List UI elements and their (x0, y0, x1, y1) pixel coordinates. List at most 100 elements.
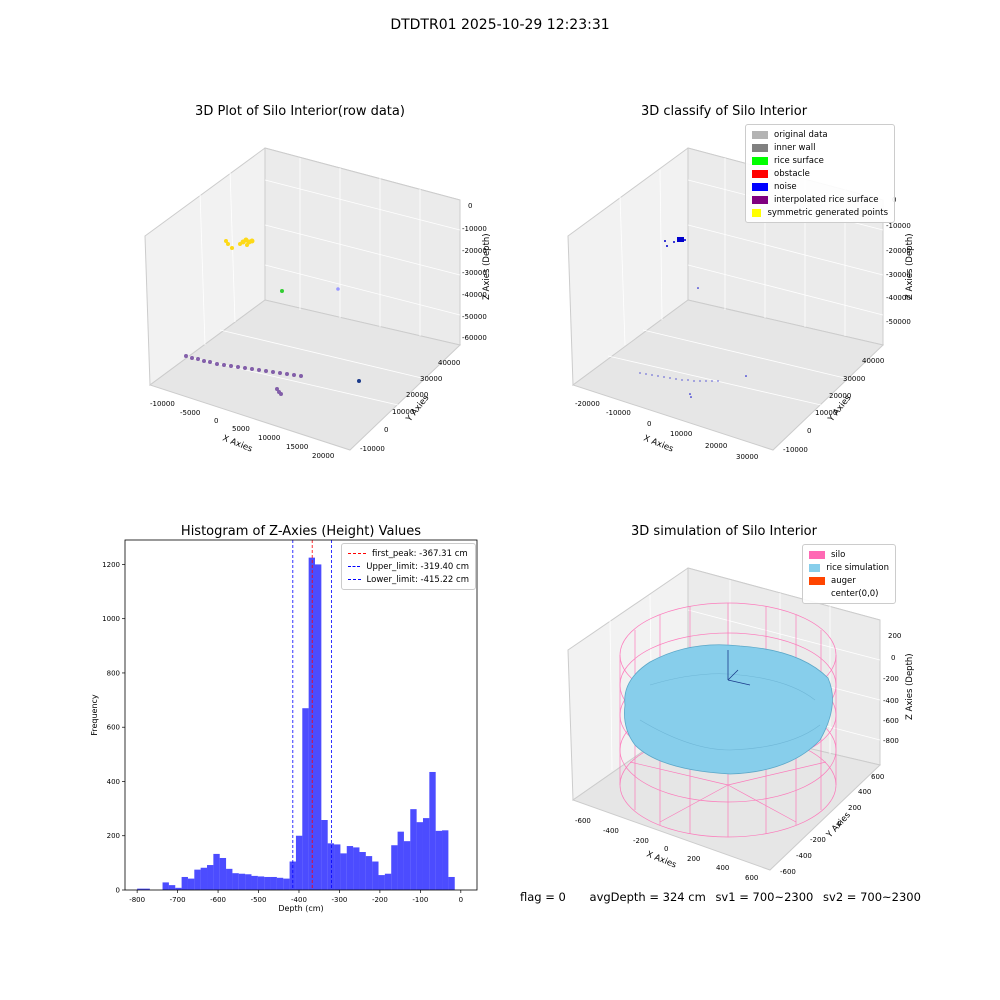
legend-label: noise (774, 181, 797, 192)
legend-label: Lower_limit: -415.22 cm (366, 574, 469, 585)
histogram-bar (384, 873, 392, 890)
legend-line (348, 579, 361, 580)
legend-item: interpolated rice surface (752, 193, 888, 206)
histogram-bar (245, 874, 252, 890)
x-tick-label: -100 (412, 896, 428, 904)
histogram-bar (416, 822, 423, 890)
raw-ytick: 10000 (392, 408, 414, 416)
classify-ztick: -20000 (886, 247, 911, 255)
legend-swatch (752, 208, 762, 217)
raw-points (184, 237, 361, 396)
histogram-bar (162, 882, 169, 890)
histogram-bar (372, 861, 379, 890)
auger-marker (727, 650, 751, 686)
sim-ytick: -200 (810, 836, 826, 844)
histogram-bar (276, 877, 284, 890)
histogram-bar (403, 841, 411, 890)
avg-depth-text: avgDepth = 324 cm (589, 890, 706, 904)
histogram-x-ticks: -800 -700 -600 -500 -400 -300 -200 -100 0 (129, 890, 463, 904)
histogram-bar (251, 875, 258, 890)
legend-label: first_peak: -367.31 cm (372, 548, 468, 559)
histogram-bar (213, 853, 220, 890)
raw-ztick: 0 (468, 202, 472, 210)
legend-label: interpolated rice surface (774, 194, 879, 205)
legend-item: inner wall (752, 141, 888, 154)
classify-points (639, 237, 747, 398)
sv2-text: sv2 = 700~2300 (823, 890, 921, 904)
histogram-bar (219, 857, 227, 890)
x-tick-label: -600 (210, 896, 226, 904)
histogram-bar (391, 845, 398, 890)
raw-axes-box (144, 147, 462, 451)
histogram-bar (175, 887, 182, 890)
histogram-bar (238, 873, 246, 890)
status-footer: flag = 0 avgDepth = 324 cm sv1 = 700~230… (520, 890, 935, 904)
histogram-bars (137, 557, 455, 890)
histogram-y-ticks: 0 200 400 600 800 1000 1200 (102, 561, 125, 895)
histogram-bar (137, 888, 144, 890)
histogram-bar (365, 856, 373, 890)
raw-3d-plot: -10000 -5000 0 5000 10000 15000 20000 -1… (144, 147, 492, 460)
y-tick-label: 400 (107, 778, 120, 786)
histogram-bar (283, 878, 290, 890)
legend-label: original data (774, 129, 828, 140)
flag-text: flag = 0 (520, 890, 566, 904)
legend-swatch (752, 169, 768, 178)
legend-item: rice surface (752, 154, 888, 167)
simulation-plot-title: 3D simulation of Silo Interior (631, 524, 817, 539)
rice-surface (624, 644, 833, 775)
raw-ytick: 40000 (438, 359, 460, 367)
sim-ztick: -400 (883, 697, 899, 705)
y-tick-label: 800 (107, 669, 120, 677)
histogram-bar (232, 873, 239, 890)
sim-xtick: 400 (716, 864, 729, 872)
raw-ztick: -50000 (462, 313, 487, 321)
classify-plot-title: 3D classify of Silo Interior (640, 104, 808, 119)
legend-label: inner wall (774, 142, 816, 153)
classify-xtick: 30000 (736, 453, 758, 461)
legend-label: auger (831, 575, 856, 586)
histogram-annotation-lines (292, 540, 332, 890)
legend-item: center(0,0) (809, 587, 889, 600)
histogram-bar (257, 876, 265, 890)
legend-line (348, 566, 361, 567)
classify-xtick: 0 (647, 420, 651, 428)
classify-ztick: -30000 (886, 271, 911, 279)
classify-3d-plot: -20000 -10000 0 10000 20000 30000 -10000… (567, 147, 915, 461)
histogram-legend: first_peak: -367.31 cm Upper_limit: -319… (341, 543, 476, 590)
classify-xtick: 10000 (670, 430, 692, 438)
raw-xtick: 20000 (312, 452, 334, 460)
sim-ytick: 600 (871, 773, 884, 781)
histogram-bar (422, 818, 430, 890)
legend-swatch (809, 550, 825, 559)
x-tick-label: -400 (291, 896, 307, 904)
raw-zlabel: Z Axies (Depth) (482, 233, 492, 300)
sim-xtick: 0 (664, 845, 668, 853)
classify-ytick: 10000 (815, 409, 837, 417)
raw-ztick: -40000 (462, 291, 487, 299)
sim-ytick: 0 (837, 820, 841, 828)
histogram-bar (353, 847, 360, 890)
raw-ytick: 20000 (406, 391, 428, 399)
simulation-axis-ticks: -600 -400 -200 0 200 400 600 -600 -400 -… (575, 632, 901, 882)
histogram-bar (314, 564, 322, 890)
legend-swatch (752, 182, 768, 191)
legend-swatch (752, 130, 768, 139)
legend-line (348, 553, 366, 554)
sv1-text: sv1 = 700~2300 (715, 890, 814, 904)
raw-ytick: 0 (384, 426, 388, 434)
raw-xtick: 15000 (286, 443, 308, 451)
classify-zlabel: Z Axies (Depth) (905, 233, 915, 300)
legend-item: Upper_limit: -319.40 cm (348, 560, 469, 573)
histogram-bar (327, 843, 335, 890)
sim-ytick: -400 (796, 852, 812, 860)
raw-ztick: -60000 (462, 334, 487, 342)
x-tick-label: -300 (331, 896, 347, 904)
histogram-ylabel: Frequency (90, 694, 99, 736)
classify-xtick: -10000 (606, 409, 631, 417)
histogram-bar (442, 830, 449, 890)
figure-title: DTDTR01 2025-10-29 12:23:31 (390, 17, 610, 33)
sim-ytick: -600 (780, 868, 796, 876)
classify-ztick: -10000 (886, 222, 911, 230)
legend-swatch (752, 195, 768, 204)
